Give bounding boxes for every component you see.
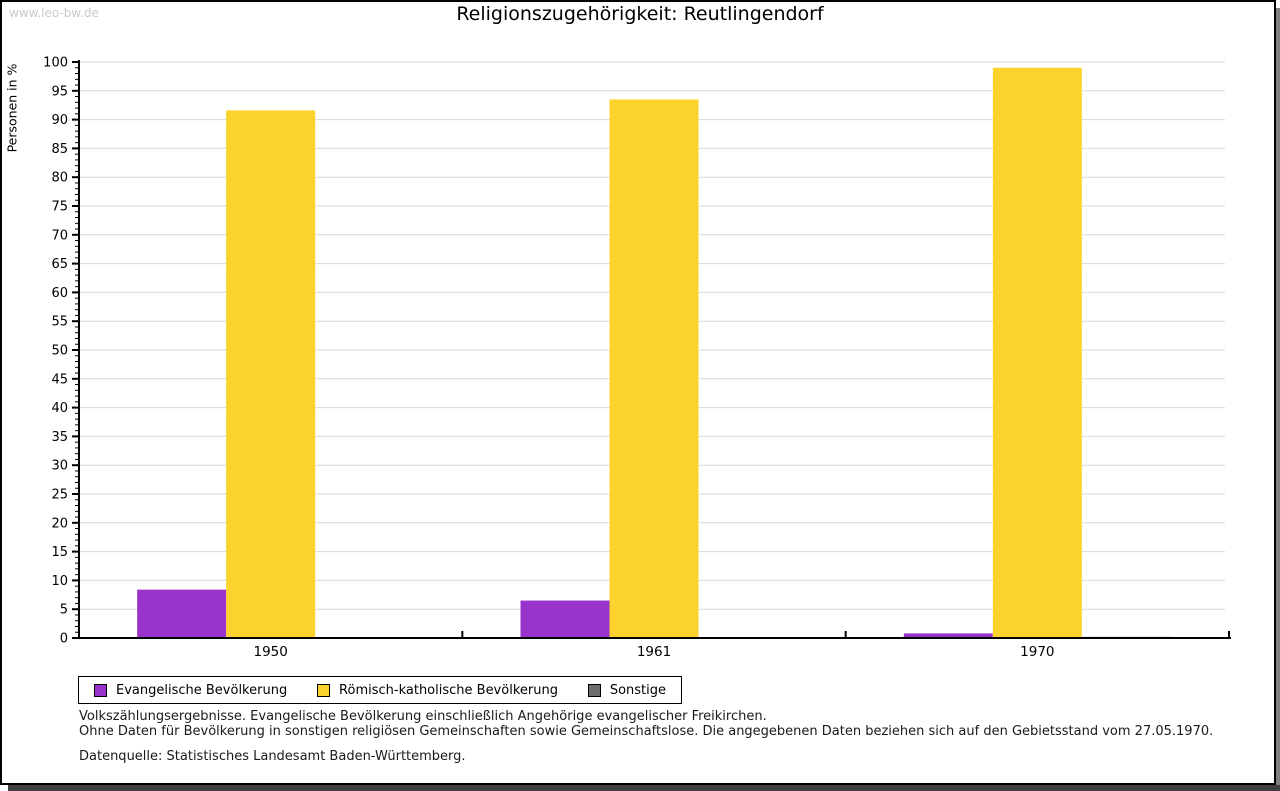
legend-label-sonstige: Sonstige bbox=[609, 682, 666, 698]
legend-item-katholisch: Römisch-katholische Bevölkerung bbox=[317, 683, 558, 698]
bar-1970-series1 bbox=[992, 67, 1082, 638]
y-tick-label: 25 bbox=[51, 488, 68, 503]
y-tick-label: 75 bbox=[51, 200, 68, 215]
y-tick-label: 90 bbox=[51, 113, 68, 128]
legend-label-katholisch: Römisch-katholische Bevölkerung bbox=[339, 682, 558, 698]
legend-item-evangelisch: Evangelische Bevölkerung bbox=[94, 683, 287, 698]
page-title: Religionszugehörigkeit: Reutlingendorf bbox=[456, 3, 824, 25]
x-tick-label: 1950 bbox=[253, 644, 287, 660]
y-tick-label: 30 bbox=[51, 459, 68, 474]
legend-swatch-sonstige bbox=[587, 683, 601, 697]
x-tick-label: 1970 bbox=[1020, 644, 1054, 660]
legend-label-evangelisch: Evangelische Bevölkerung bbox=[116, 682, 288, 698]
y-tick-label: 45 bbox=[51, 372, 68, 387]
y-tick-label: 0 bbox=[60, 632, 68, 647]
bar-1961-series1 bbox=[609, 99, 699, 638]
data-source-line: Datenquelle: Statistisches Landesamt Bad… bbox=[79, 749, 466, 764]
y-tick-label: 65 bbox=[51, 257, 68, 272]
y-tick-label: 70 bbox=[51, 228, 68, 243]
y-tick-label: 80 bbox=[51, 171, 68, 186]
y-tick-label: 55 bbox=[51, 315, 68, 330]
y-tick-label: 85 bbox=[51, 142, 68, 157]
y-tick-label: 100 bbox=[43, 56, 68, 71]
y-tick-label: 50 bbox=[51, 344, 68, 359]
y-tick-label: 15 bbox=[51, 545, 68, 560]
footnote-line-1: Volkszählungsergebnisse. Evangelische Be… bbox=[79, 709, 767, 724]
y-tick-label: 20 bbox=[51, 516, 68, 531]
x-tick-label: 1961 bbox=[637, 644, 671, 660]
footnote-line-2: Ohne Daten für Bevölkerung in sonstigen … bbox=[79, 724, 1214, 739]
y-tick-label: 95 bbox=[51, 84, 68, 99]
legend: Evangelische Bevölkerung Römisch-katholi… bbox=[78, 676, 682, 704]
frame-shadow-right bbox=[1276, 8, 1280, 791]
y-tick-label: 60 bbox=[51, 286, 68, 301]
y-tick-label: 5 bbox=[60, 603, 68, 618]
watermark: www.leo-bw.de bbox=[9, 6, 99, 20]
y-tick-label: 10 bbox=[51, 574, 68, 589]
bar-1950-series0 bbox=[137, 589, 227, 638]
y-tick-label: 40 bbox=[51, 401, 68, 416]
bar-1950-series1 bbox=[226, 110, 316, 638]
legend-swatch-evangelisch bbox=[94, 683, 107, 697]
frame-shadow-bottom bbox=[8, 785, 1280, 791]
legend-item-sonstige: Sonstige bbox=[587, 682, 666, 698]
legend-swatch-katholisch bbox=[317, 683, 331, 697]
y-tick-label: 35 bbox=[51, 430, 68, 445]
bar-1961-series0 bbox=[520, 600, 610, 638]
bar-1970-series0 bbox=[903, 633, 993, 638]
